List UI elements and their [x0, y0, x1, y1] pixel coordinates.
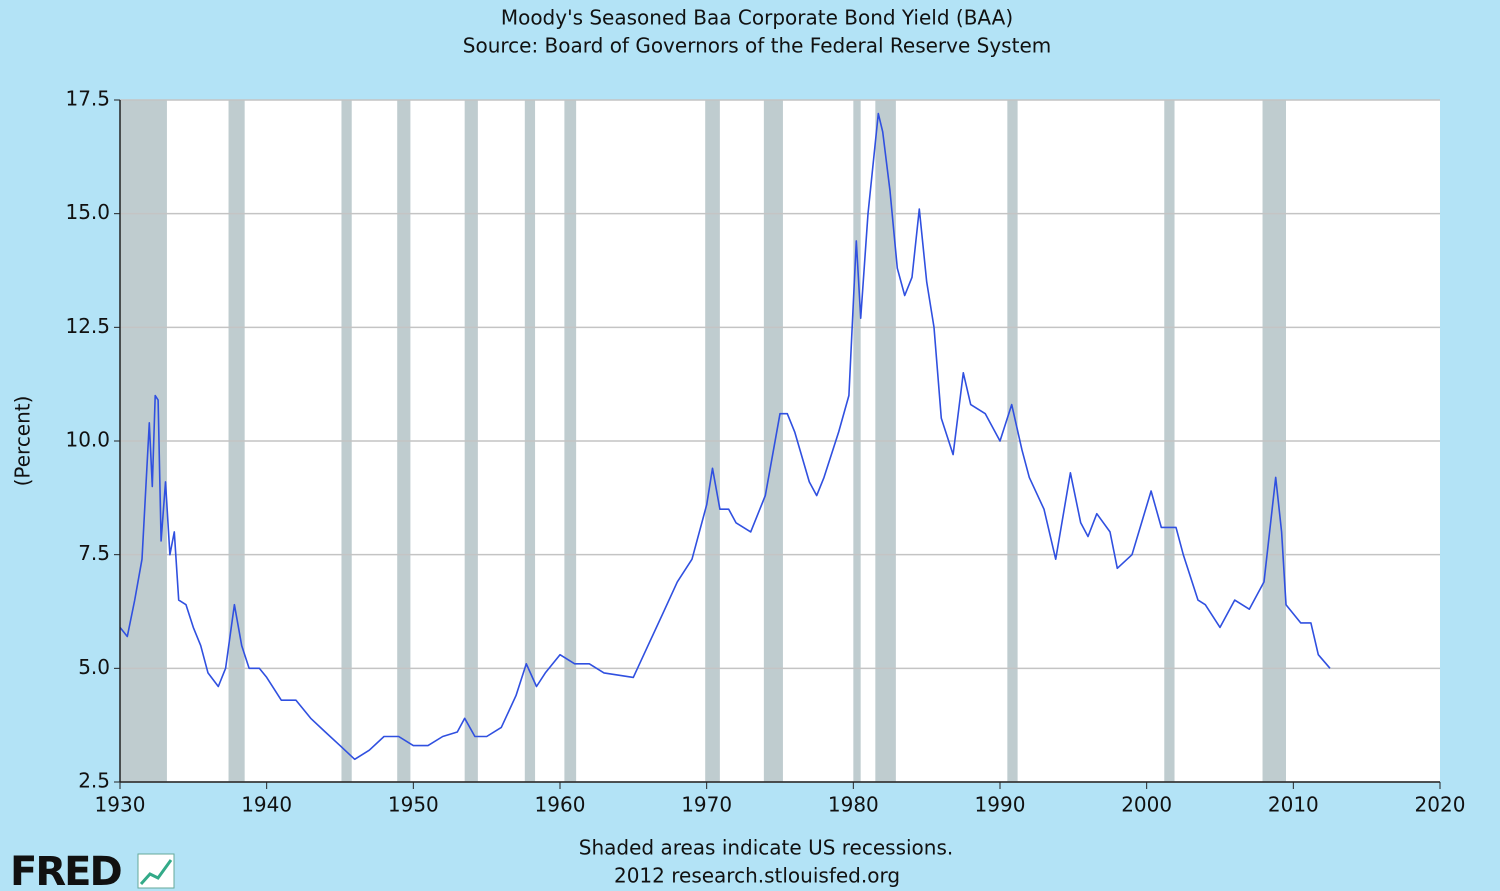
logo: FRED	[10, 849, 121, 891]
y-tick-label: 15.0	[65, 200, 110, 224]
x-tick-label: 2010	[1268, 793, 1319, 817]
x-tick-label: 1970	[681, 793, 732, 817]
x-tick-label: 1930	[95, 793, 146, 817]
x-tick-label: 1950	[388, 793, 439, 817]
x-tick-label: 2000	[1121, 793, 1172, 817]
note: Shaded areas indicate US recessions.	[579, 836, 953, 860]
y-tick-label: 12.5	[65, 314, 110, 338]
x-tick-label: 1990	[975, 793, 1026, 817]
chart-subtitle: Source: Board of Governors of the Federa…	[463, 34, 1051, 58]
y-tick-label: 10.0	[65, 428, 110, 452]
footer: 2012 research.stlouisfed.org	[614, 864, 900, 888]
x-tick-label: 1980	[828, 793, 879, 817]
y-axis-label: (Percent)	[11, 396, 35, 487]
x-tick-label: 1960	[535, 793, 586, 817]
data-line	[119, 112, 1331, 761]
y-tick-label: 2.5	[78, 769, 110, 793]
logo-icon-line	[139, 859, 173, 886]
y-tick-label: 5.0	[78, 655, 110, 679]
y-tick-label: 7.5	[78, 541, 110, 565]
chart-title: Moody's Seasoned Baa Corporate Bond Yiel…	[501, 6, 1013, 30]
x-tick-label: 1940	[241, 793, 292, 817]
y-tick-label: 17.5	[65, 87, 110, 111]
x-tick-label: 2020	[1415, 793, 1466, 817]
